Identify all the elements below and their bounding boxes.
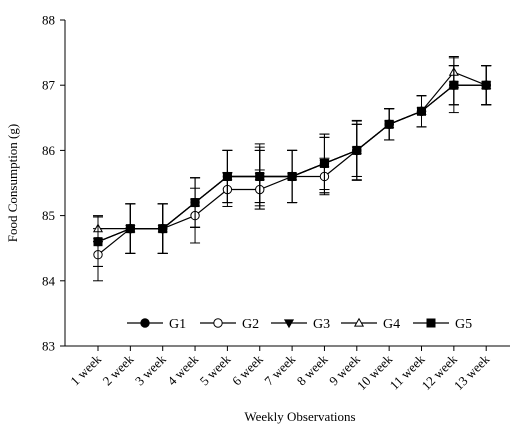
legend-marker-g3 (283, 319, 295, 329)
x-tick-label: 6 week (229, 351, 266, 388)
x-tick-label: 13 week (451, 351, 493, 393)
legend-item-g2: G2 (200, 317, 259, 332)
x-tick-label: 1 week (67, 351, 104, 388)
y-tick-label: 86 (42, 143, 56, 158)
data-point-g5 (93, 237, 103, 247)
legend-marker-g1 (140, 318, 150, 328)
legend-item-g1: G1 (127, 317, 186, 332)
legend-label: G4 (383, 317, 400, 332)
y-axis-title: Food Consumption (g) (5, 124, 20, 242)
data-point-g5 (222, 171, 232, 181)
y-tick-label: 87 (42, 78, 56, 93)
data-point-g5 (384, 119, 394, 129)
x-tick-label: 5 week (197, 351, 234, 388)
y-axis: 83 84 85 86 87 88 (42, 13, 66, 354)
data-point-g5 (190, 198, 200, 208)
x-tick-label: 8 week (294, 351, 331, 388)
x-tick-label: 4 week (164, 351, 201, 388)
legend-item-g3: G3 (271, 317, 330, 332)
data-point-g5 (255, 171, 265, 181)
series-g5 (93, 65, 492, 267)
x-tick-label: 3 week (132, 351, 169, 388)
x-axis-title: Weekly Observations (244, 409, 355, 424)
y-tick-label: 85 (42, 208, 55, 223)
legend-marker-g4 (353, 317, 365, 327)
x-tick-label: 7 week (261, 351, 298, 388)
data-point-g5 (449, 80, 459, 90)
legend: G1 G2 G3 G4 G5 (127, 317, 472, 332)
legend-item-g5: G5 (413, 317, 472, 332)
data-point-g5 (352, 145, 362, 155)
data-point-g5 (319, 158, 329, 168)
y-tick-label: 88 (42, 13, 55, 28)
data-point-g5 (481, 80, 491, 90)
data-point-g5 (158, 224, 168, 234)
data-point-g5 (125, 224, 135, 234)
legend-label: G1 (169, 317, 186, 332)
y-tick-label: 84 (42, 273, 56, 288)
legend-label: G3 (313, 317, 330, 332)
legend-label: G2 (242, 317, 259, 332)
x-tick-label: 2 week (100, 351, 137, 388)
x-tick-label: 10 week (354, 351, 396, 393)
legend-marker-g2 (213, 318, 223, 328)
plot-series (92, 56, 492, 282)
y-tick-label: 83 (42, 339, 55, 354)
legend-label: G5 (455, 317, 472, 332)
data-point-g5 (417, 106, 426, 116)
legend-item-g4: G4 (341, 317, 400, 332)
data-point-g5 (287, 171, 297, 181)
legend-marker-g5 (426, 318, 436, 328)
